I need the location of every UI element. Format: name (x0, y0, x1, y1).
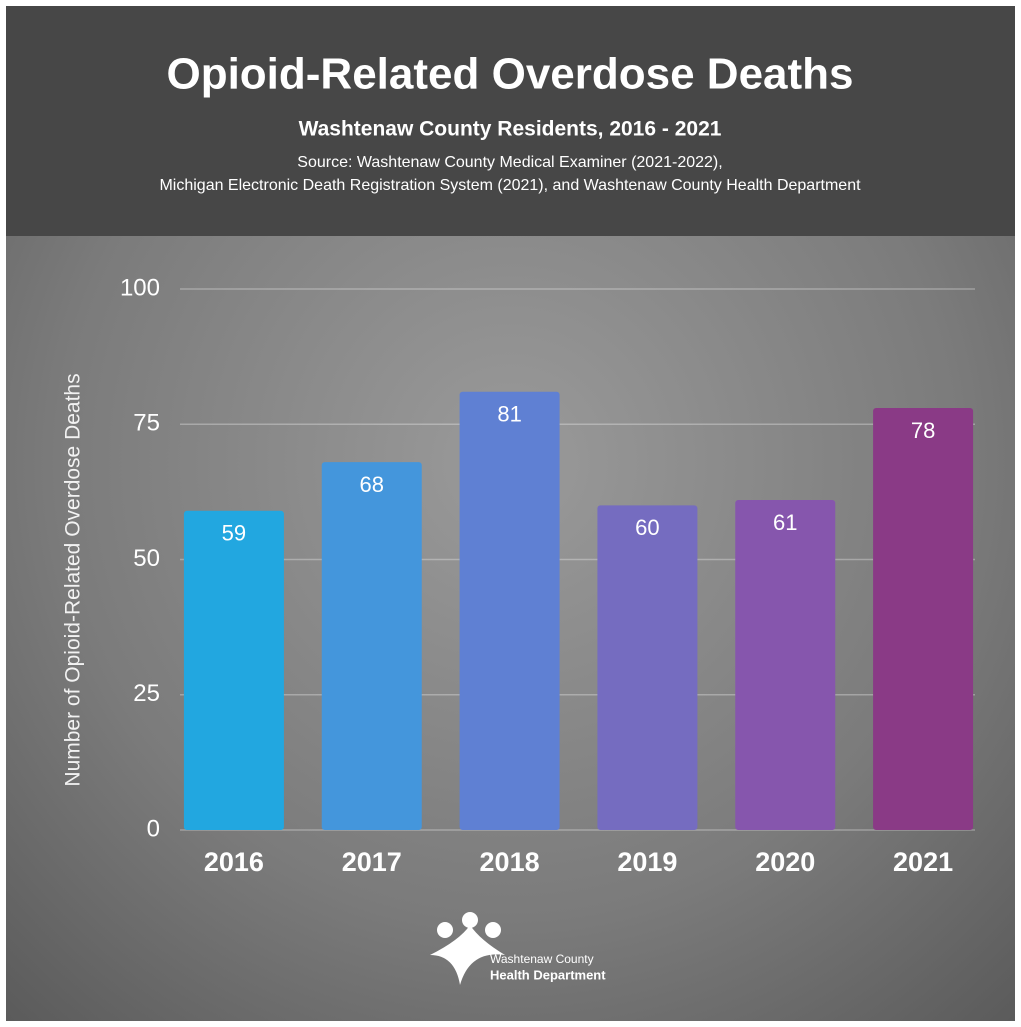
logo-text: Health Department (490, 967, 606, 982)
x-tick-label: 2020 (755, 847, 815, 877)
bar (735, 499, 836, 830)
x-tick-label: 2019 (617, 847, 677, 877)
x-tick-label: 2021 (893, 847, 953, 877)
value-label: 59 (222, 521, 246, 546)
logo-icon (485, 922, 501, 938)
bar (183, 510, 284, 830)
x-tick-label: 2017 (342, 847, 402, 877)
y-tick-label: 75 (133, 410, 160, 437)
x-tick-label: 2018 (480, 847, 540, 877)
chart-subtitle: Washtenaw County Residents, 2016 - 2021 (299, 118, 722, 141)
bar (321, 462, 422, 830)
y-tick-label: 25 (133, 680, 160, 707)
bar (873, 408, 974, 830)
y-axis-label: Number of Opioid-Related Overdose Deaths (62, 373, 85, 786)
logo-text: Washtenaw County (490, 952, 594, 966)
y-tick-label: 100 (120, 274, 160, 301)
header (6, 6, 1015, 236)
logo-icon (462, 912, 478, 928)
value-label: 61 (773, 510, 797, 535)
value-label: 60 (635, 515, 659, 540)
logo: Washtenaw County Health Department (430, 912, 606, 985)
value-label: 78 (911, 418, 935, 443)
y-tick-label: 50 (133, 545, 160, 572)
chart-title: Opioid-Related Overdose Deaths (166, 50, 853, 99)
bar (597, 505, 698, 830)
bar (459, 391, 560, 830)
source: Michigan Electronic Death Registration S… (159, 177, 861, 194)
logo-icon (430, 925, 505, 985)
value-label: 81 (497, 402, 521, 427)
value-label: 68 (360, 472, 384, 497)
source: Source: Washtenaw County Medical Examine… (297, 154, 722, 171)
x-tick-label: 2016 (204, 847, 264, 877)
logo-icon (437, 922, 453, 938)
y-tick-label: 0 (147, 815, 160, 842)
